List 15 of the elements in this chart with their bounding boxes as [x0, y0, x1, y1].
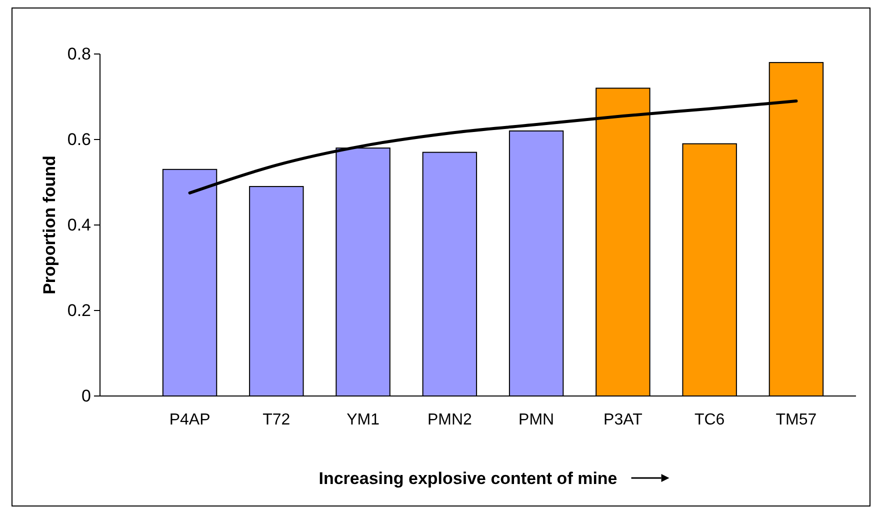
y-tick-label: 0.6: [67, 130, 91, 149]
y-tick-label: 0.4: [67, 215, 91, 234]
y-tick-label: 0.2: [67, 300, 91, 320]
x-tick-label: PMN2: [427, 412, 472, 429]
x-tick-label: YM1: [346, 412, 380, 429]
y-tick-label: 0.8: [67, 44, 91, 64]
x-tick-label: TC6: [694, 412, 725, 429]
x-tick-label: TM57: [776, 412, 817, 429]
x-axis-title: Increasing explosive content of mine: [318, 469, 618, 488]
y-tick-label: 0: [82, 386, 91, 406]
y-axis-title: Proportion found: [40, 156, 59, 294]
x-tick-label: P3AT: [604, 412, 643, 429]
x-tick-label: P4AP: [169, 412, 210, 429]
x-tick-label: PMN: [518, 412, 554, 429]
x-tick-label: T72: [262, 412, 290, 429]
